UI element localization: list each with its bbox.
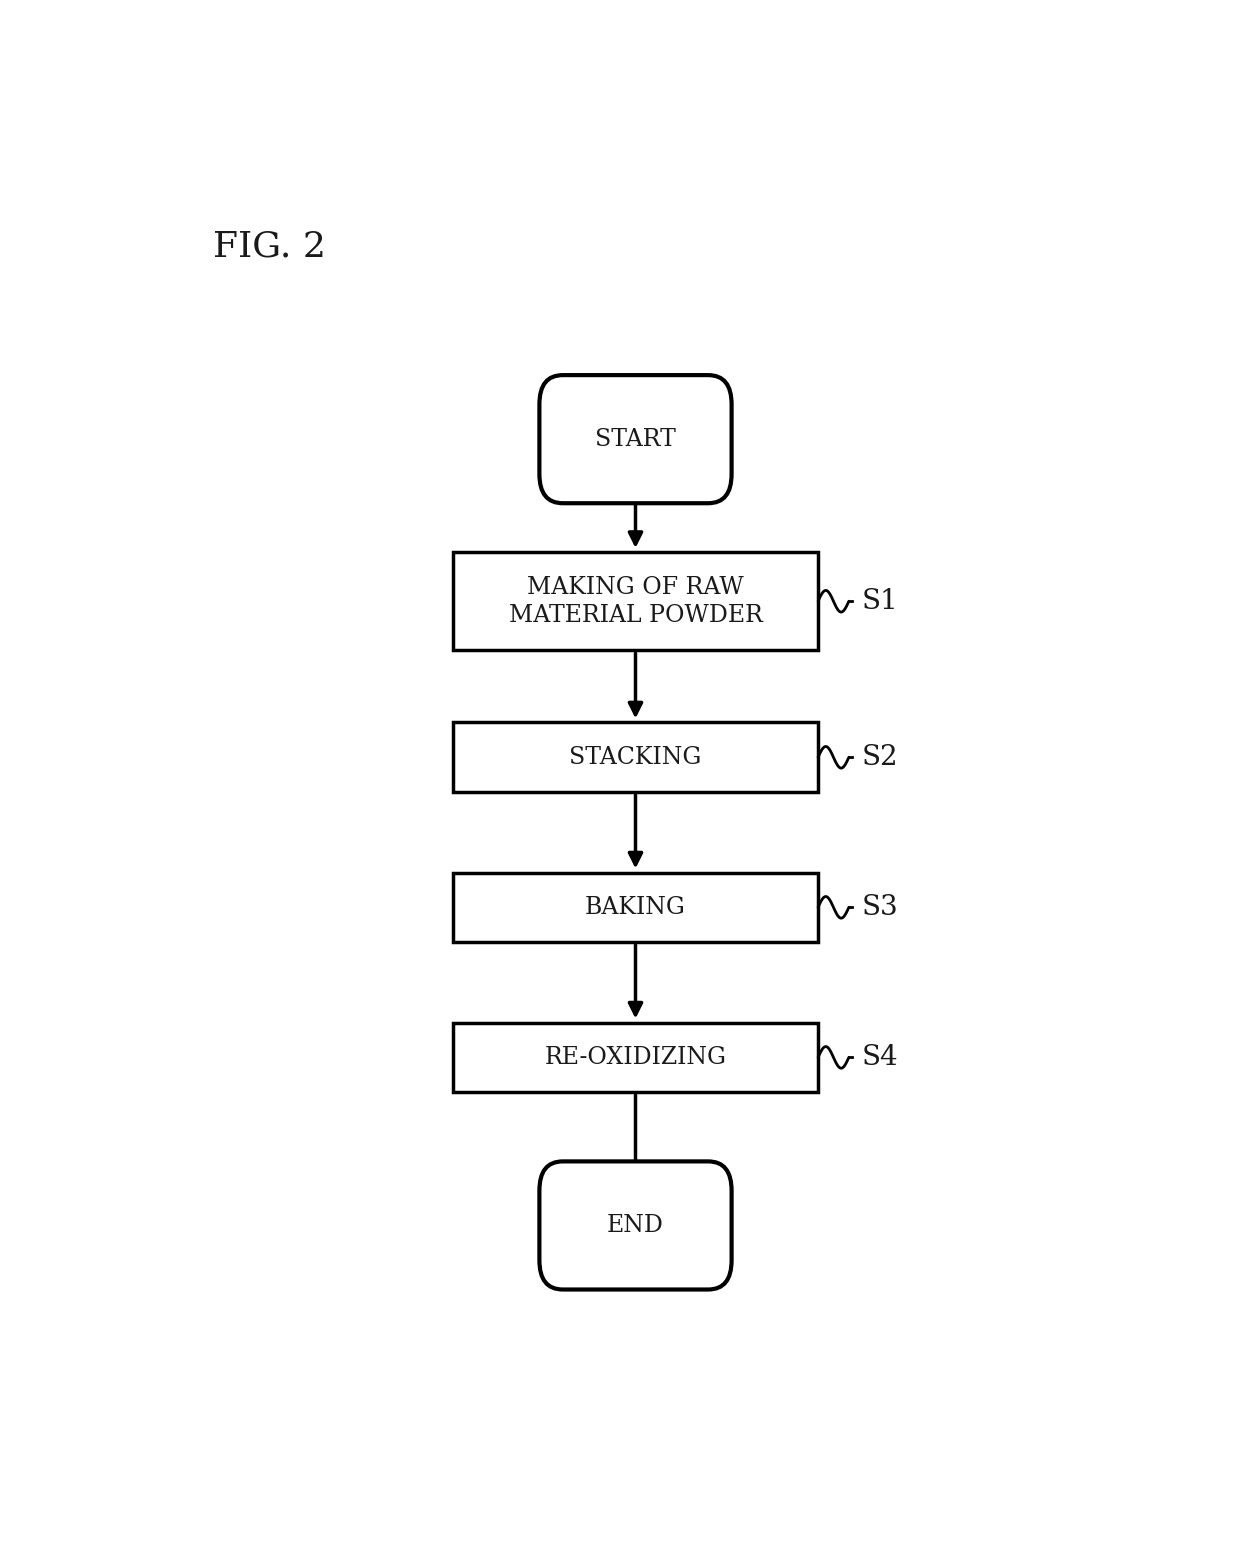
Bar xyxy=(453,1023,818,1093)
Text: FIG. 2: FIG. 2 xyxy=(213,229,326,263)
FancyBboxPatch shape xyxy=(539,376,732,504)
Text: RE-OXIDIZING: RE-OXIDIZING xyxy=(544,1046,727,1069)
Text: END: END xyxy=(608,1214,663,1236)
Text: S1: S1 xyxy=(862,588,898,614)
Bar xyxy=(453,873,818,942)
Text: S4: S4 xyxy=(862,1045,898,1071)
Text: BAKING: BAKING xyxy=(585,896,686,918)
Text: S3: S3 xyxy=(862,893,898,921)
Text: MAKING OF RAW
MATERIAL POWDER: MAKING OF RAW MATERIAL POWDER xyxy=(508,575,763,627)
Bar xyxy=(453,722,818,792)
Bar xyxy=(453,552,818,650)
Text: S2: S2 xyxy=(862,744,898,770)
FancyBboxPatch shape xyxy=(539,1161,732,1289)
Text: START: START xyxy=(595,427,676,451)
Text: STACKING: STACKING xyxy=(569,745,702,769)
